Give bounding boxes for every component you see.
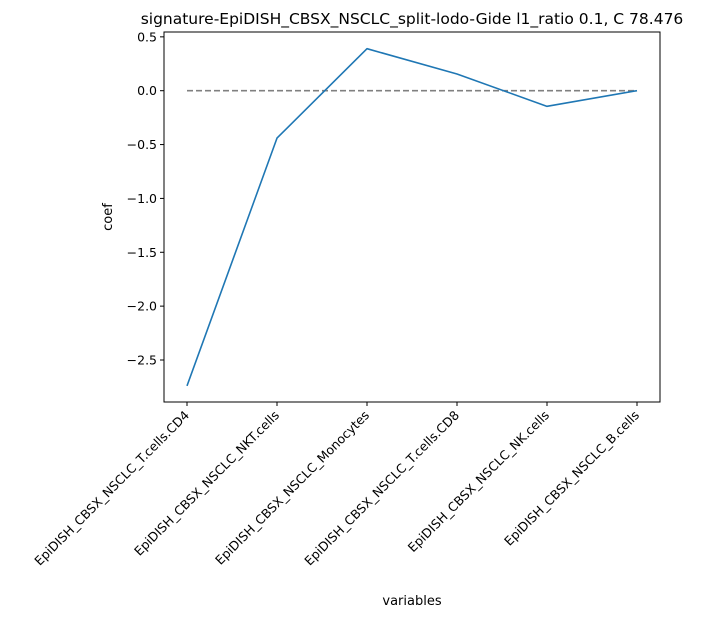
y-tick-label: −2.0 bbox=[127, 299, 157, 314]
chart-title: signature-EpiDISH_CBSX_NSCLC_split-lodo-… bbox=[141, 10, 684, 29]
y-tick-label: 0.5 bbox=[137, 29, 157, 44]
y-tick-label: −1.0 bbox=[127, 191, 157, 206]
series-line-0 bbox=[186, 47, 638, 387]
y-tick-label: 0.0 bbox=[137, 83, 157, 98]
plot-frame bbox=[163, 31, 661, 403]
y-tick-label: −2.5 bbox=[127, 352, 157, 367]
y-axis-label: coef bbox=[101, 203, 116, 231]
x-axis-label: variables bbox=[382, 594, 441, 609]
y-tick-label: −0.5 bbox=[127, 137, 157, 152]
y-tick-label: −1.5 bbox=[127, 245, 157, 260]
